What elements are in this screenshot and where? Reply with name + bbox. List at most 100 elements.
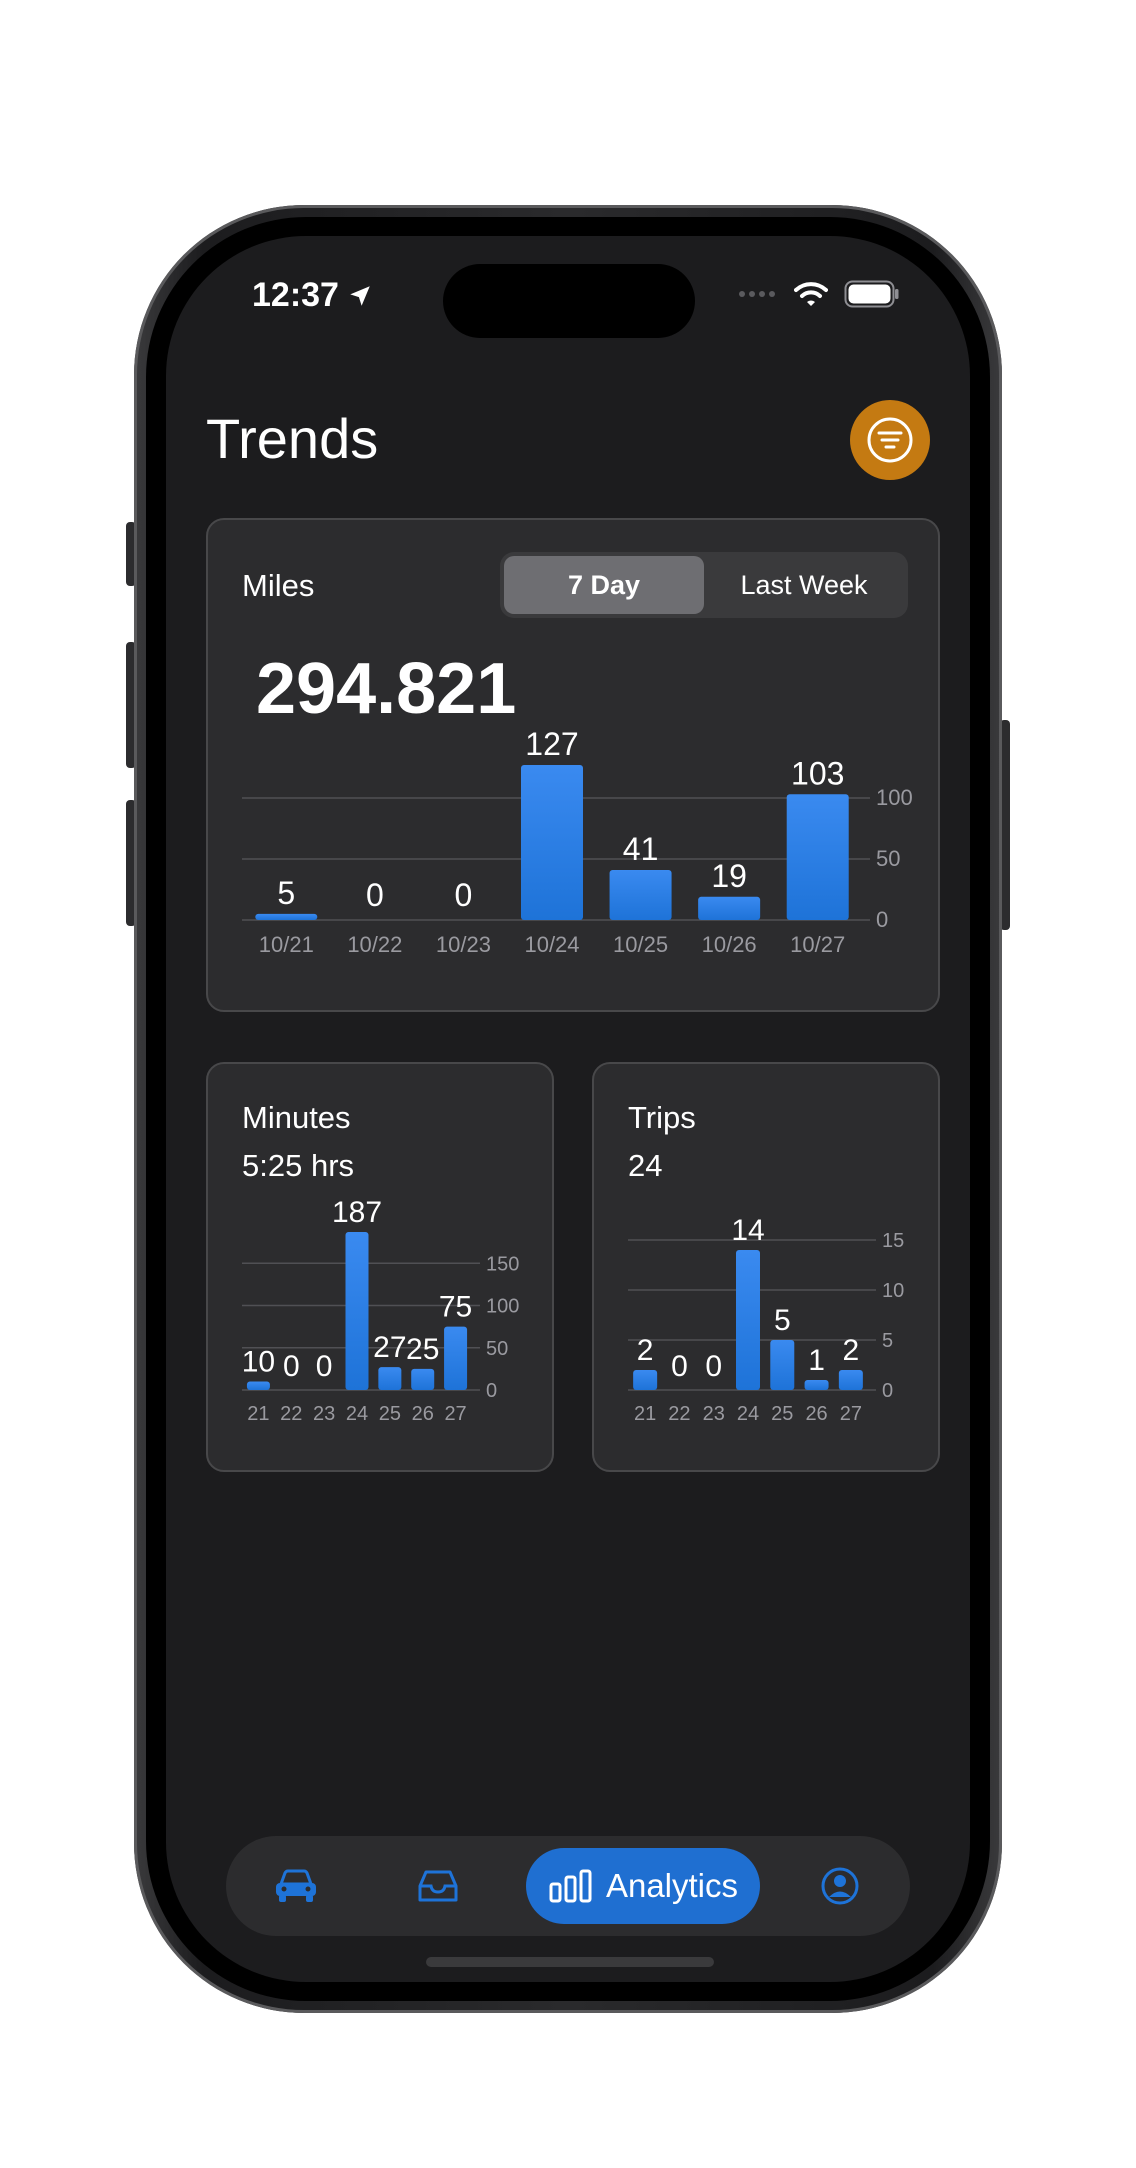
bar <box>345 1232 369 1390</box>
y-tick-label: 15 <box>882 1230 904 1252</box>
bar-data-label: 10 <box>242 1346 275 1379</box>
x-tick-label: 26 <box>412 1403 434 1425</box>
tab-analytics-label: Analytics <box>605 1867 739 1904</box>
tab-inbox[interactable] <box>408 1856 468 1916</box>
trips-total: 24 <box>628 1148 663 1183</box>
bar <box>255 913 318 920</box>
bar-data-label: 187 <box>332 1196 382 1229</box>
y-tick-label: 10 <box>882 1280 904 1302</box>
bar-data-label: 127 <box>525 726 578 762</box>
status-time-text: 12:37 <box>252 276 339 314</box>
x-tick-label: 26 <box>805 1403 827 1425</box>
x-tick-label: 10/27 <box>790 932 845 957</box>
minutes-card: Minutes 5:25 hrs 0 50 100 150 10 21 0 22 0 23 187 2… <box>206 1062 554 1472</box>
status-bar-time: 12:37 <box>252 276 373 315</box>
miles-total: 294.821 <box>256 649 517 729</box>
bar <box>609 869 672 920</box>
bar-data-label: 103 <box>791 755 844 791</box>
phone-screen: 12:37 Trends Miles <box>166 236 970 1982</box>
y-tick-label: 50 <box>876 846 900 871</box>
bar <box>736 1250 760 1390</box>
bar <box>698 896 761 920</box>
y-tick-label: 5 <box>882 1330 893 1352</box>
bar-data-label: 0 <box>366 877 384 913</box>
bar <box>804 1380 829 1390</box>
miles-bar-chart: 0 50 100 5 10/21 0 10/22 0 10/23 127 10/24 41 10/25 1… <box>242 726 913 957</box>
bar-data-label: 27 <box>373 1331 406 1364</box>
filter-button[interactable] <box>850 400 930 480</box>
x-tick-label: 23 <box>313 1403 335 1425</box>
bar-data-label: 0 <box>455 877 473 913</box>
location-arrow-icon <box>350 285 370 306</box>
page-title: Trends <box>206 407 379 470</box>
x-tick-label: 25 <box>771 1403 793 1425</box>
x-tick-label: 21 <box>247 1403 269 1425</box>
bar-data-label: 0 <box>671 1350 688 1383</box>
x-tick-label: 24 <box>346 1403 368 1425</box>
home-indicator <box>426 1957 714 1967</box>
x-tick-label: 23 <box>703 1403 725 1425</box>
x-tick-label: 22 <box>280 1403 302 1425</box>
filter-lines-icon <box>867 417 913 463</box>
x-tick-label: 10/22 <box>347 932 402 957</box>
segment-last-week[interactable]: Last Week <box>740 569 868 600</box>
bar <box>838 1370 863 1390</box>
bar <box>633 1370 658 1390</box>
bar <box>378 1367 402 1390</box>
minutes-total: 5:25 hrs <box>242 1148 355 1183</box>
bar-data-label: 75 <box>439 1291 472 1324</box>
bar <box>246 1381 270 1390</box>
device-volume-up <box>126 642 136 768</box>
bar-data-label: 2 <box>843 1334 860 1367</box>
trips-label: Trips <box>628 1100 696 1135</box>
x-tick-label: 10/23 <box>436 932 491 957</box>
bar-data-label: 41 <box>623 831 659 867</box>
cellular-signal-icon <box>739 291 775 297</box>
bar-data-label: 5 <box>277 875 295 911</box>
x-tick-label: 27 <box>444 1403 466 1425</box>
x-tick-label: 10/24 <box>524 932 579 957</box>
y-tick-label: 150 <box>486 1253 519 1275</box>
battery-icon <box>844 280 899 308</box>
x-tick-label: 22 <box>668 1403 690 1425</box>
trips-bar-chart: 0 5 10 15 2 21 0 22 0 23 14 24 5 25 1 26 2 27 <box>628 1214 904 1425</box>
wifi-icon <box>794 282 828 306</box>
device-power-button <box>1000 720 1010 930</box>
x-tick-label: 10/21 <box>259 932 314 957</box>
bar <box>521 765 583 920</box>
car-icon <box>276 1869 316 1902</box>
bar-data-label: 1 <box>808 1344 825 1377</box>
segment-7-day[interactable]: 7 Day <box>504 556 704 614</box>
dynamic-island <box>443 264 695 338</box>
miles-label: Miles <box>242 568 315 603</box>
bar-data-label: 0 <box>705 1350 722 1383</box>
bar <box>786 794 849 920</box>
period-segmented-control[interactable]: 7 Day Last Week <box>500 552 908 618</box>
trips-card: Trips 24 0 5 10 15 2 21 0 22 0 23 14 24 5 25 1 26 2 27 <box>592 1062 940 1472</box>
x-tick-label: 24 <box>737 1403 759 1425</box>
bar-data-label: 19 <box>711 858 747 894</box>
inbox-tray-icon <box>418 1870 458 1902</box>
x-tick-label: 25 <box>379 1403 401 1425</box>
bar-data-label: 25 <box>406 1333 439 1366</box>
bar <box>411 1368 435 1390</box>
bar-data-label: 5 <box>774 1304 791 1337</box>
bar-data-label: 0 <box>316 1350 333 1383</box>
bar-data-label: 14 <box>731 1214 764 1247</box>
person-circle-icon <box>821 1867 859 1905</box>
y-tick-label: 0 <box>882 1380 893 1402</box>
tab-trips[interactable] <box>266 1856 326 1916</box>
bar <box>444 1326 468 1390</box>
tab-profile[interactable] <box>810 1856 870 1916</box>
y-tick-label: 0 <box>876 907 888 932</box>
y-tick-label: 100 <box>876 785 913 810</box>
y-tick-label: 0 <box>486 1380 497 1402</box>
device-volume-down <box>126 800 136 926</box>
device-silent-switch <box>126 522 136 586</box>
tab-bar: Analytics <box>226 1836 910 1936</box>
tab-analytics[interactable]: Analytics <box>526 1848 760 1924</box>
y-tick-label: 100 <box>486 1296 519 1318</box>
miles-card: Miles 7 Day Last Week 294.821 0 50 100 5 10/… <box>206 518 940 1012</box>
bar-data-label: 0 <box>283 1350 300 1383</box>
